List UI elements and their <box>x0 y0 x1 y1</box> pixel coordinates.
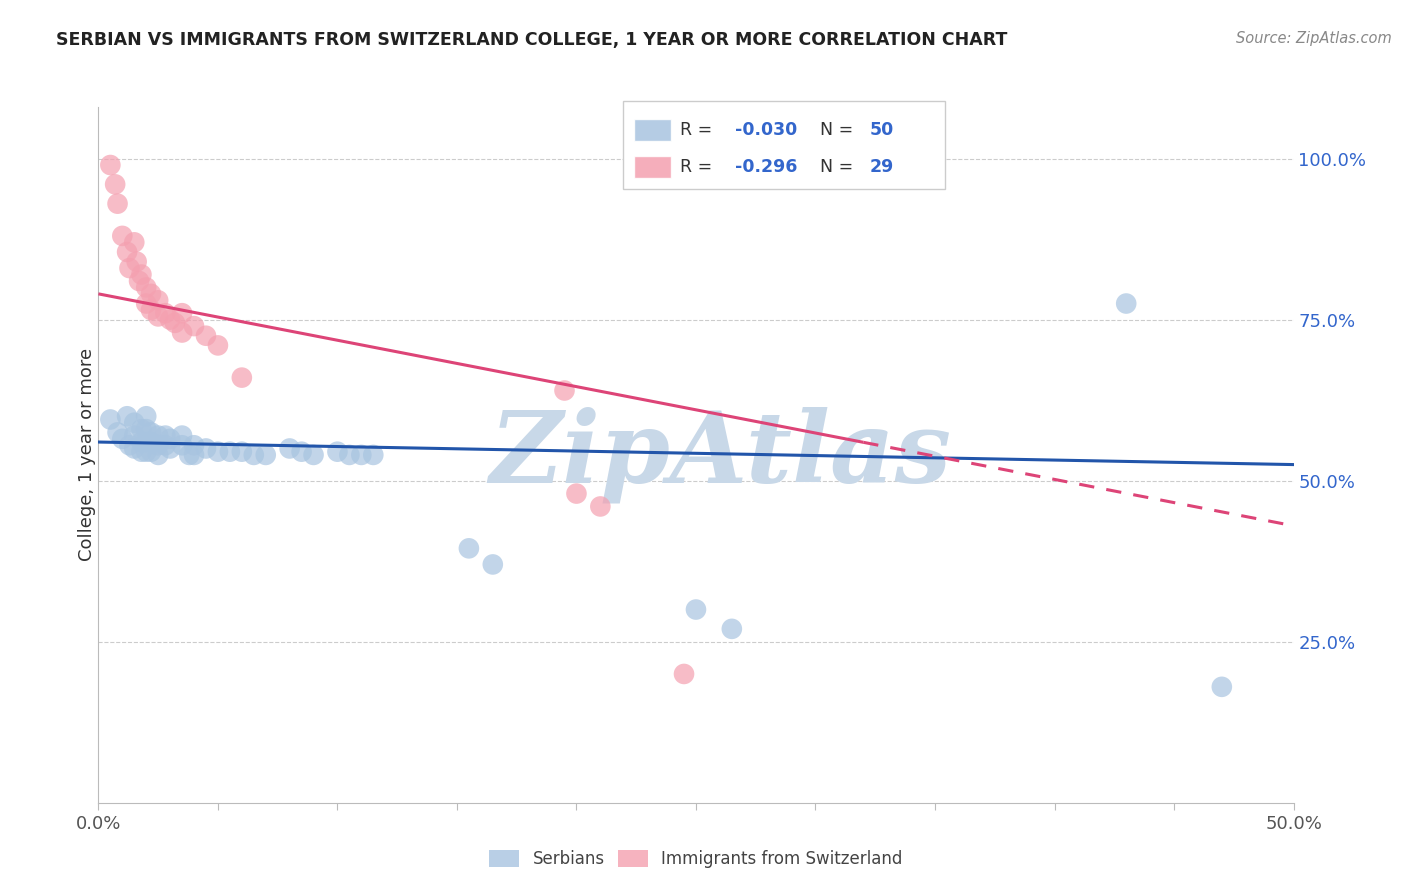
Point <box>721 622 744 636</box>
Point <box>350 448 373 462</box>
Point <box>135 422 157 436</box>
Bar <box>634 120 671 141</box>
Point <box>159 442 181 456</box>
Point <box>148 438 170 452</box>
Text: R =: R = <box>681 158 718 176</box>
Point <box>118 438 141 452</box>
Point <box>128 274 150 288</box>
Point <box>302 448 325 462</box>
Point <box>852 168 875 182</box>
Point <box>337 448 360 462</box>
Point <box>183 438 205 452</box>
Point <box>107 425 129 440</box>
Point <box>111 432 134 446</box>
Text: -0.296: -0.296 <box>735 158 797 176</box>
Point <box>207 338 229 352</box>
Point <box>148 448 170 462</box>
Point <box>98 412 122 426</box>
Point <box>139 444 162 458</box>
Point <box>124 416 146 430</box>
Point <box>194 328 217 343</box>
Point <box>131 268 153 282</box>
Point <box>685 602 707 616</box>
Y-axis label: College, 1 year or more: College, 1 year or more <box>79 349 96 561</box>
Point <box>172 428 194 442</box>
Point <box>155 306 177 320</box>
Point <box>131 435 153 450</box>
Point <box>1211 680 1233 694</box>
Point <box>243 448 266 462</box>
Text: 29: 29 <box>869 158 894 176</box>
Text: N =: N = <box>821 158 859 176</box>
Point <box>131 444 153 458</box>
Point <box>148 428 170 442</box>
Text: N =: N = <box>821 121 859 139</box>
Point <box>172 306 194 320</box>
Point <box>124 442 146 456</box>
Point <box>139 286 162 301</box>
Text: R =: R = <box>681 121 718 139</box>
Point <box>115 244 138 259</box>
Point <box>231 444 253 458</box>
Point <box>111 228 134 243</box>
Text: SERBIAN VS IMMIGRANTS FROM SWITZERLAND COLLEGE, 1 YEAR OR MORE CORRELATION CHART: SERBIAN VS IMMIGRANTS FROM SWITZERLAND C… <box>56 31 1008 49</box>
Point <box>194 442 217 456</box>
Point <box>107 196 129 211</box>
Point <box>481 558 505 572</box>
Text: 50: 50 <box>869 121 894 139</box>
Point <box>148 310 170 324</box>
Point <box>98 158 122 172</box>
Point <box>231 370 253 384</box>
Point <box>673 667 696 681</box>
Point <box>124 428 146 442</box>
Point <box>118 261 141 276</box>
Text: ZipAtlas: ZipAtlas <box>489 407 950 503</box>
Point <box>207 444 229 458</box>
Point <box>139 435 162 450</box>
Text: -0.030: -0.030 <box>735 121 797 139</box>
Point <box>183 319 205 334</box>
Point <box>163 316 186 330</box>
Point <box>139 303 162 318</box>
Point <box>554 384 576 398</box>
Point <box>278 442 301 456</box>
Point <box>172 326 194 340</box>
Point <box>135 444 157 458</box>
Point <box>148 293 170 308</box>
Point <box>326 444 349 458</box>
Point <box>179 448 201 462</box>
Point <box>183 448 205 462</box>
Point <box>363 448 385 462</box>
Point <box>254 448 277 462</box>
Point <box>155 428 177 442</box>
Bar <box>634 156 671 178</box>
Text: Source: ZipAtlas.com: Source: ZipAtlas.com <box>1236 31 1392 46</box>
Point <box>159 432 181 446</box>
Point <box>155 438 177 452</box>
Point <box>219 444 242 458</box>
Point <box>135 280 157 294</box>
Point <box>290 444 312 458</box>
Legend: Serbians, Immigrants from Switzerland: Serbians, Immigrants from Switzerland <box>482 843 910 874</box>
Point <box>115 409 138 424</box>
Point <box>172 438 194 452</box>
Point <box>159 312 181 326</box>
Point <box>139 425 162 440</box>
Point <box>589 500 612 514</box>
Point <box>131 422 153 436</box>
Point <box>135 435 157 450</box>
Point <box>125 254 148 268</box>
Point <box>135 409 157 424</box>
Point <box>104 178 127 192</box>
Point <box>565 486 588 500</box>
Point <box>458 541 481 556</box>
Point <box>135 296 157 310</box>
Point <box>124 235 146 250</box>
Point <box>1115 296 1137 310</box>
